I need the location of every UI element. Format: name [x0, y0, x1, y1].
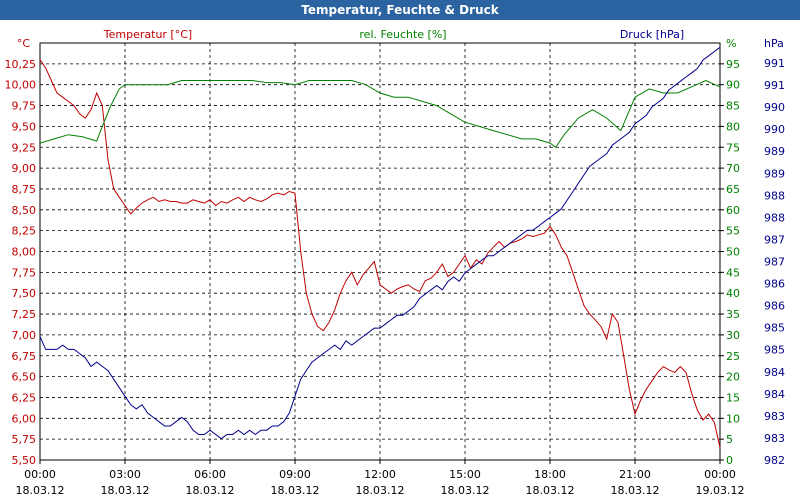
temperature-tick-label: 6,50 — [12, 371, 37, 384]
humidity-tick-label: 30 — [726, 329, 740, 342]
x-tick-label-time: 06:00 — [194, 468, 226, 481]
temperature-tick-label: 10,25 — [5, 58, 37, 71]
humidity-tick-label: 85 — [726, 100, 740, 113]
pressure-tick-label: 990 — [764, 123, 785, 136]
chart-area: 00:00 18.03.12 03:00 18.03.12 06:00 18.03.12 0… — [5, 28, 786, 497]
x-tick-label-date: 18.03.12 — [356, 484, 405, 497]
pressure-tick-label: 986 — [764, 300, 785, 313]
humidity-series-line — [39, 79, 721, 149]
humidity-tick-label: 70 — [726, 162, 740, 175]
humidity-axis-label: rel. Feuchte [%] — [359, 28, 446, 41]
temperature-tick-label: 8,00 — [12, 246, 37, 259]
pressure-tick-label: 983 — [764, 432, 785, 445]
x-tick-label-time: 18:00 — [534, 468, 566, 481]
temperature-tick-label: 7,75 — [12, 266, 37, 279]
humidity-tick-label: 15 — [726, 391, 740, 404]
pressure-tick-label: 988 — [764, 211, 785, 224]
x-tick-label-time: 03:00 — [109, 468, 141, 481]
x-tick-label-time: 15:00 — [449, 468, 481, 481]
pressure-tick-label: 989 — [764, 167, 785, 180]
temperature-tick-label: 9,00 — [12, 162, 37, 175]
pressure-tick-label: 984 — [764, 366, 785, 379]
temperature-tick-label: 8,25 — [12, 225, 37, 238]
humidity-tick-label: 5 — [726, 433, 733, 446]
humidity-axis-unit: % — [726, 37, 736, 50]
humidity-tick-label: 60 — [726, 204, 740, 217]
x-tick-label-time: 09:00 — [279, 468, 311, 481]
humidity-tick-label: 95 — [726, 58, 740, 71]
temperature-tick-label: 5,75 — [12, 433, 37, 446]
x-tick-label-date: 18.03.12 — [611, 484, 660, 497]
pressure-tick-label: 990 — [764, 101, 785, 114]
humidity-tick-label: 0 — [726, 454, 733, 467]
humidity-tick-label: 35 — [726, 308, 740, 321]
humidity-tick-label: 25 — [726, 350, 740, 363]
temperature-tick-label: 10,00 — [5, 79, 37, 92]
x-tick-label-date: 18.03.12 — [101, 484, 150, 497]
temperature-tick-label: 9,75 — [12, 100, 37, 113]
temperature-tick-label: 5,50 — [12, 454, 37, 467]
temperature-tick-label: 7,50 — [12, 287, 37, 300]
humidity-tick-label: 40 — [726, 287, 740, 300]
humidity-tick-label: 80 — [726, 120, 740, 133]
pressure-series-line — [39, 46, 721, 440]
pressure-axis-label: Druck [hPa] — [620, 28, 684, 41]
pressure-tick-label: 985 — [764, 344, 785, 357]
temperature-tick-label: 9,50 — [12, 120, 37, 133]
pressure-tick-label: 987 — [764, 233, 785, 246]
x-tick-label-time: 12:00 — [364, 468, 396, 481]
pressure-tick-label: 988 — [764, 189, 785, 202]
humidity-tick-label: 10 — [726, 412, 740, 425]
temperature-axis-label: Temperatur [°C] — [103, 28, 192, 41]
x-tick-label-date: 18.03.12 — [526, 484, 575, 497]
pressure-axis-unit: hPa — [764, 37, 784, 50]
pressure-tick-label: 983 — [764, 410, 785, 423]
temperature-series-line — [39, 59, 721, 448]
temperature-tick-label: 8,75 — [12, 183, 37, 196]
temperature-axis-unit: °C — [17, 37, 31, 50]
temperature-tick-label: 7,25 — [12, 308, 37, 321]
humidity-tick-label: 90 — [726, 79, 740, 92]
x-tick-label-date: 19.03.12 — [696, 484, 745, 497]
humidity-tick-label: 50 — [726, 246, 740, 259]
x-tick-label-date: 18.03.12 — [441, 484, 490, 497]
x-tick-label-date: 18.03.12 — [271, 484, 320, 497]
pressure-tick-label: 984 — [764, 388, 785, 401]
humidity-tick-label: 65 — [726, 183, 740, 196]
pressure-tick-label: 989 — [764, 145, 785, 158]
x-tick-label-date: 18.03.12 — [186, 484, 235, 497]
x-tick-label-date: 18.03.12 — [16, 484, 65, 497]
humidity-tick-label: 45 — [726, 266, 740, 279]
humidity-tick-label: 20 — [726, 371, 740, 384]
temperature-tick-label: 7,00 — [12, 329, 37, 342]
pressure-tick-label: 986 — [764, 278, 785, 291]
pressure-tick-label: 985 — [764, 322, 785, 335]
temperature-tick-label: 6,25 — [12, 391, 37, 404]
pressure-tick-label: 991 — [764, 79, 785, 92]
humidity-tick-label: 55 — [726, 225, 740, 238]
temperature-tick-label: 6,75 — [12, 350, 37, 363]
chart-title: Temperatur, Feuchte & Druck — [0, 0, 800, 20]
x-tick-label-time: 21:00 — [619, 468, 651, 481]
temperature-tick-label: 8,50 — [12, 204, 37, 217]
humidity-tick-label: 75 — [726, 141, 740, 154]
pressure-tick-label: 991 — [764, 57, 785, 70]
temperature-tick-label: 9,25 — [12, 141, 37, 154]
pressure-tick-label: 982 — [764, 454, 785, 467]
pressure-tick-label: 987 — [764, 256, 785, 269]
x-tick-label-time: 00:00 — [24, 468, 56, 481]
x-tick-label-time: 00:00 — [704, 468, 736, 481]
temperature-tick-label: 6,00 — [12, 412, 37, 425]
